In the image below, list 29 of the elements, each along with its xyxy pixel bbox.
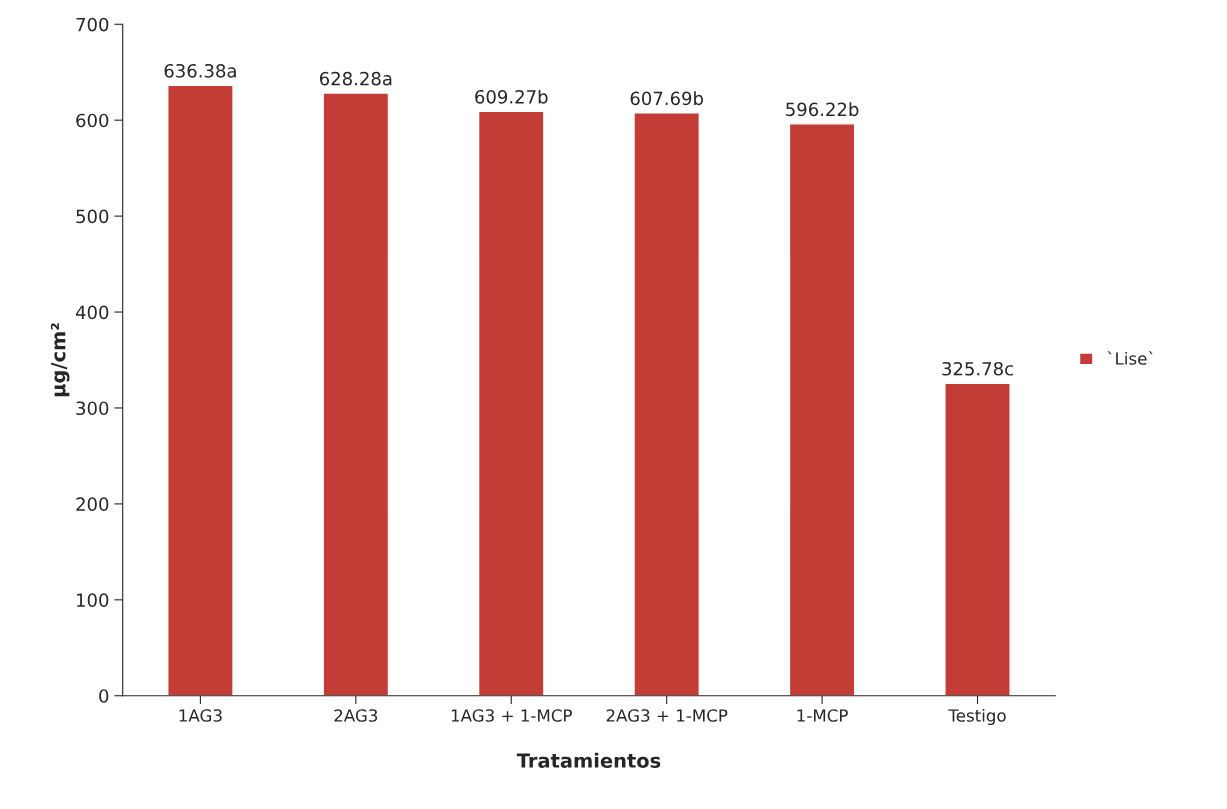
data-label: 636.38a	[164, 63, 236, 78]
y-tick-label: 500	[76, 209, 109, 224]
data-label: 628.28a	[319, 71, 392, 86]
bar	[477, 110, 545, 696]
bar	[944, 382, 1011, 696]
y-tick-label: 0	[99, 689, 109, 703]
x-tick-label: Testigo	[948, 708, 1006, 726]
y-tick-label: 700	[76, 17, 109, 32]
data-label: 596.22b	[786, 102, 859, 117]
y-axis-title: µg/cm²	[50, 323, 70, 397]
y-tick-label: 100	[77, 593, 109, 607]
bar	[167, 84, 234, 696]
bar	[322, 92, 390, 696]
x-tick-label: 1AG3	[179, 709, 222, 722]
bar	[633, 112, 701, 696]
data-label: 609.27b	[475, 89, 548, 104]
data-label: 607.69b	[630, 91, 703, 106]
data-label: 325.78c	[942, 361, 1013, 376]
bar	[788, 123, 856, 696]
x-tick-label: 2AG3 + 1-MCP	[606, 709, 728, 722]
y-tick-label: 600	[76, 113, 109, 128]
x-tick-label: 1AG3 + 1-MCP	[451, 709, 572, 722]
y-tick-label: 400	[75, 305, 109, 320]
x-tick-label: 2AG3	[334, 709, 378, 722]
y-tick-label: 300	[76, 401, 109, 416]
y-tick-label: 200	[76, 497, 109, 512]
x-tick-label: 1-MCP	[797, 709, 848, 722]
legend-label: `Lise`	[1107, 351, 1153, 365]
x-axis-title: Tratamientos	[516, 752, 661, 768]
